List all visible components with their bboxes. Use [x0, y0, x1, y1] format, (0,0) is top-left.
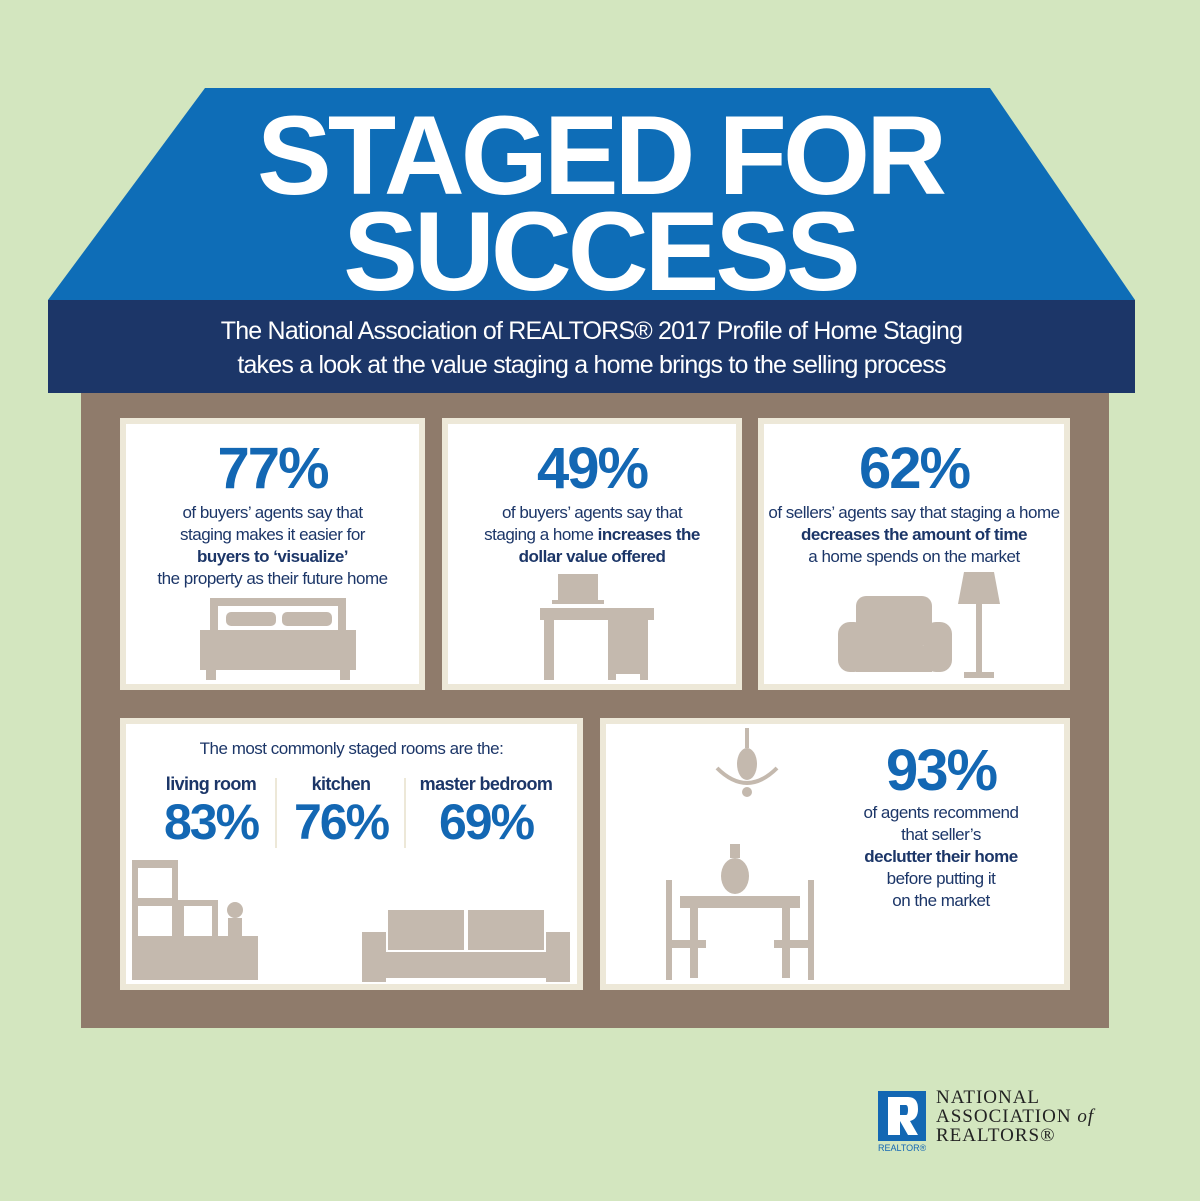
text-line: of agents recommend	[863, 803, 1019, 822]
room-value: 83%	[163, 794, 260, 850]
staged-rooms-panel: The most commonly staged rooms are the: …	[120, 718, 583, 990]
room-label: master bedroom	[419, 774, 553, 794]
stat-text: of sellers’ agents say that staging a ho…	[764, 502, 1064, 568]
dining-table-icon	[666, 844, 814, 980]
text-line: of sellers’ agents say that staging a ho…	[768, 503, 1060, 522]
stat-panel-visualize: 77% of buyers’ agents say that staging m…	[120, 418, 425, 690]
chandelier-icon	[715, 728, 779, 797]
logo-line: REALTORS®	[936, 1125, 1056, 1146]
room-living-room: living room 83%	[156, 774, 266, 847]
sofa-icon	[362, 910, 570, 982]
logo-text: NATIONAL ASSOCIATION of REALTORS®	[936, 1088, 1094, 1145]
stat-text: of buyers’ agents say that staging a hom…	[448, 502, 736, 568]
subtitle-band: The National Association of REALTORS® 20…	[48, 300, 1135, 393]
text-line: a home spends on the market	[808, 547, 1020, 566]
divider	[404, 778, 406, 848]
logo-mark-text: REALTOR®	[878, 1143, 926, 1153]
title-line-1: STAGED FOR	[257, 93, 947, 218]
room-value: 69%	[438, 794, 535, 850]
text-line: of buyers’ agents say that	[182, 503, 363, 522]
stat-value: 62%	[858, 436, 971, 501]
stat-value: 77%	[217, 436, 329, 501]
room-value: 76%	[293, 794, 390, 850]
armchair-lamp-icon	[838, 572, 1000, 678]
declutter-stat: 93% of agents recommend that seller’s de…	[826, 742, 1056, 912]
desk-icon	[540, 574, 654, 680]
subtitle-line-2: takes a look at the value staging a home…	[237, 351, 946, 379]
bed-icon	[200, 598, 356, 680]
logo-line: NATIONAL	[936, 1087, 1041, 1108]
stat-panel-dollar-value: 49% of buyers’ agents say that staging a…	[442, 418, 742, 690]
declutter-panel: 93% of agents recommend that seller’s de…	[600, 718, 1070, 990]
stat-panel-time-on-market: 62% of sellers’ agents say that staging …	[758, 418, 1070, 690]
text-line: of buyers’ agents say that	[501, 503, 683, 522]
text-line: before putting it	[886, 869, 996, 888]
stat-value: 93%	[885, 738, 998, 803]
text-line: buyers to ‘visualize’	[196, 547, 349, 566]
room-master-bedroom: master bedroom 69%	[411, 774, 561, 847]
text-line: decreases the amount of time	[801, 525, 1027, 544]
text-line: staging a home	[484, 525, 598, 544]
text-line: that seller’s	[901, 825, 981, 844]
logo-line: ASSOCIATION	[936, 1106, 1072, 1127]
title-line-2: SUCCESS	[343, 189, 860, 314]
text-bold: increases the	[597, 525, 701, 544]
room-label: kitchen	[311, 774, 371, 794]
bookshelf-icon	[132, 860, 258, 980]
stat-value: 49%	[536, 436, 649, 501]
stat-text: of buyers’ agents say that staging makes…	[126, 502, 419, 590]
rooms-heading: The most commonly staged rooms are the:	[199, 739, 504, 758]
text-line: the property as their future home	[157, 569, 388, 588]
room-label: living room	[165, 774, 257, 794]
text-line: staging makes it easier for	[180, 525, 365, 544]
roof	[48, 88, 1135, 300]
text-line: dollar value offered	[518, 547, 666, 566]
room-kitchen: kitchen 76%	[286, 774, 396, 847]
text-line: on the market	[892, 891, 990, 910]
text-line: declutter their home	[864, 847, 1018, 866]
divider	[275, 778, 277, 848]
subtitle-line-1: The National Association of REALTORS® 20…	[220, 317, 963, 345]
realtor-logo-icon: REALTOR®	[878, 1091, 926, 1153]
logo-line: of	[1077, 1106, 1095, 1127]
